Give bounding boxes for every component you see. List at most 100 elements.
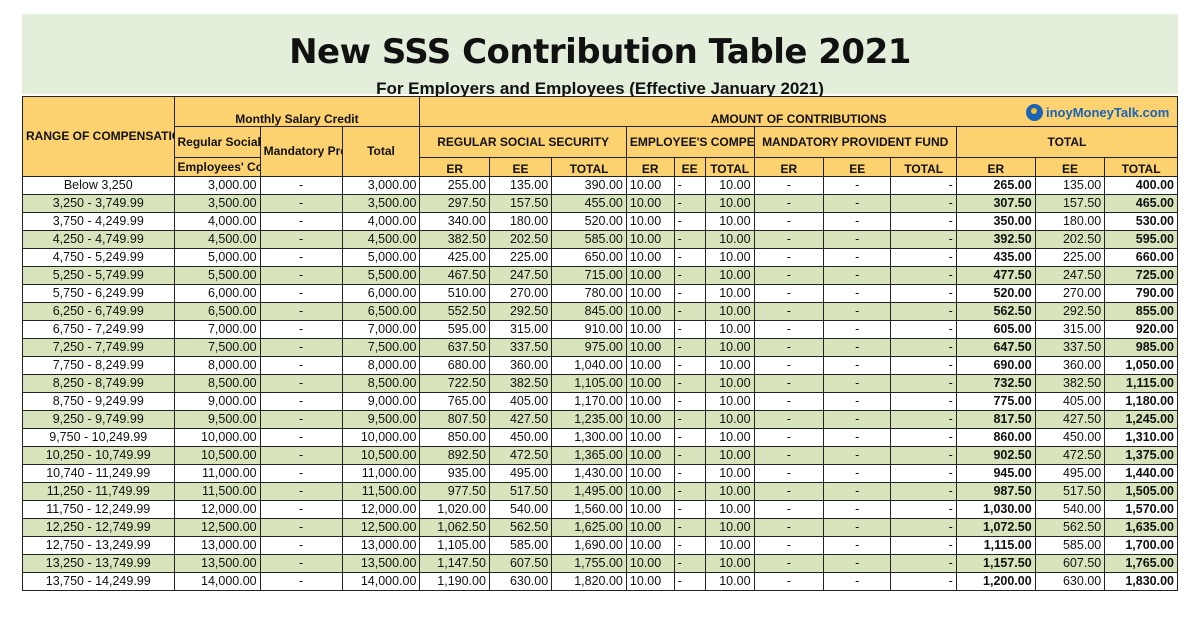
cell-ec-ee: -	[673, 410, 706, 429]
cell-t-total: 855.00	[1104, 302, 1178, 321]
cell-ec-er: 10.00	[625, 518, 675, 537]
cell-ss-total: 520.00	[551, 212, 627, 231]
cell-t-er: 265.00	[955, 176, 1036, 195]
cell-ec-er: 10.00	[625, 194, 675, 213]
table-row: 13,250 - 13,749.99 13,500.00-13,500.00 1,1…	[22, 554, 1178, 573]
cell-ec-er: 10.00	[625, 392, 675, 411]
cell-t-ee: 585.00	[1034, 536, 1106, 555]
header-msc: Monthly Salary Credit	[173, 96, 421, 127]
cell-ec-ee: -	[673, 194, 706, 213]
cell-mpf: -	[259, 248, 343, 267]
cell-ec-total: 10.00	[704, 302, 755, 321]
cell-ec-er: 10.00	[625, 572, 675, 591]
cell-ss-er: 297.50	[419, 194, 490, 213]
cell-mpf: -	[259, 302, 343, 321]
header-msc-total: Total	[341, 126, 421, 177]
cell-msc-total: 5,500.00	[341, 266, 421, 285]
cell-ss-er: 425.00	[419, 248, 490, 267]
header-ss-ee: EE	[488, 157, 553, 177]
cell-mpf-er: -	[753, 464, 825, 483]
cell-ec-er: 10.00	[625, 320, 675, 339]
table-row: 4,750 - 5,249.99 5,000.00-5,000.00 425.00 2…	[22, 248, 1178, 267]
cell-t-ee: 247.50	[1034, 266, 1106, 285]
cell-msc-total: 10,500.00	[341, 446, 421, 465]
table-row: 12,250 - 12,749.99 12,500.00-12,500.00 1,0…	[22, 518, 1178, 537]
cell-range: 6,250 - 6,749.99	[22, 302, 175, 321]
cell-mpf-ee: -	[823, 536, 892, 555]
cell-t-er: 520.00	[955, 284, 1036, 303]
cell-ec-er: 10.00	[625, 176, 675, 195]
cell-mpf-ee: -	[823, 194, 892, 213]
cell-ec-total: 10.00	[704, 212, 755, 231]
cell-ec-er: 10.00	[625, 374, 675, 393]
cell-mpf-er: -	[753, 230, 825, 249]
cell-ss-ee: 630.00	[488, 572, 553, 591]
cell-rss: 9,000.00	[173, 392, 261, 411]
table-row: 3,250 - 3,749.99 3,500.00-3,500.00 297.50 1…	[22, 194, 1178, 213]
cell-t-er: 477.50	[955, 266, 1036, 285]
cell-t-ee: 202.50	[1034, 230, 1106, 249]
cell-mpf-total: -	[890, 194, 957, 213]
pinoymoneytalk-logo: inoyMoneyTalk.com	[1026, 101, 1176, 123]
cell-ss-ee: 270.00	[488, 284, 553, 303]
cell-t-er: 902.50	[955, 446, 1036, 465]
cell-msc-total: 5,000.00	[341, 248, 421, 267]
page-title: New SSS Contribution Table 2021	[289, 32, 911, 72]
cell-mpf-er: -	[753, 482, 825, 501]
cell-msc-total: 8,500.00	[341, 374, 421, 393]
cell-ec-total: 10.00	[704, 356, 755, 375]
cell-ss-er: 680.00	[419, 356, 490, 375]
cell-t-ee: 517.50	[1034, 482, 1106, 501]
cell-mpf-ee: -	[823, 500, 892, 519]
cell-mpf-total: -	[890, 248, 957, 267]
cell-t-total: 1,570.00	[1104, 500, 1178, 519]
cell-mpf-total: -	[890, 410, 957, 429]
cell-rss: 13,000.00	[173, 536, 261, 555]
cell-ec-ee: -	[673, 572, 706, 591]
cell-ec-ee: -	[673, 554, 706, 573]
cell-t-er: 647.50	[955, 338, 1036, 357]
cell-ec-ee: -	[673, 266, 706, 285]
cell-ss-total: 975.00	[551, 338, 627, 357]
cell-ss-er: 892.50	[419, 446, 490, 465]
header-range: RANGE OF COMPENSATION	[22, 96, 175, 177]
cell-ss-er: 637.50	[419, 338, 490, 357]
cell-ss-ee: 517.50	[488, 482, 553, 501]
table-row: 10,250 - 10,749.99 10,500.00-10,500.00 892…	[22, 446, 1178, 465]
cell-mpf-er: -	[753, 518, 825, 537]
cell-t-total: 725.00	[1104, 266, 1178, 285]
cell-ss-er: 552.50	[419, 302, 490, 321]
cell-mpf-total: -	[890, 212, 957, 231]
header-t-ee: EE	[1034, 157, 1106, 177]
header-mpf-total: TOTAL	[890, 157, 957, 177]
cell-t-total: 1,310.00	[1104, 428, 1178, 447]
cell-mpf: -	[259, 536, 343, 555]
table-row: 10,740 - 11,249.99 11,000.00-11,000.00 935…	[22, 464, 1178, 483]
cell-rss: 7,000.00	[173, 320, 261, 339]
cell-ss-er: 807.50	[419, 410, 490, 429]
cell-mpf-total: -	[890, 230, 957, 249]
table-row: 13,750 - 14,249.99 14,000.00-14,000.00 1,1…	[22, 572, 1178, 591]
cell-mpf-ee: -	[823, 302, 892, 321]
cell-ec-ee: -	[673, 518, 706, 537]
cell-range: 9,250 - 9,749.99	[22, 410, 175, 429]
cell-mpf-er: -	[753, 194, 825, 213]
table-body: Below 3,250 3,000.00-3,000.00 255.00 135.00…	[22, 176, 1178, 591]
cell-mpf-er: -	[753, 392, 825, 411]
cell-mpf-ee: -	[823, 266, 892, 285]
cell-mpf-total: -	[890, 536, 957, 555]
cell-rss: 11,500.00	[173, 482, 261, 501]
cell-ec-total: 10.00	[704, 464, 755, 483]
table-row: 8,250 - 8,749.99 8,500.00-8,500.00 722.50 3…	[22, 374, 1178, 393]
cell-ec-ee: -	[673, 464, 706, 483]
cell-mpf: -	[259, 194, 343, 213]
cell-range: 5,750 - 6,249.99	[22, 284, 175, 303]
header-mpf: Mandatory Provident Fund	[259, 126, 343, 177]
cell-rss: 10,000.00	[173, 428, 261, 447]
table-row: 8,750 - 9,249.99 9,000.00-9,000.00 765.00 4…	[22, 392, 1178, 411]
cell-t-er: 860.00	[955, 428, 1036, 447]
cell-msc-total: 3,500.00	[341, 194, 421, 213]
cell-ss-total: 715.00	[551, 266, 627, 285]
cell-ss-total: 1,430.00	[551, 464, 627, 483]
cell-ss-total: 585.00	[551, 230, 627, 249]
